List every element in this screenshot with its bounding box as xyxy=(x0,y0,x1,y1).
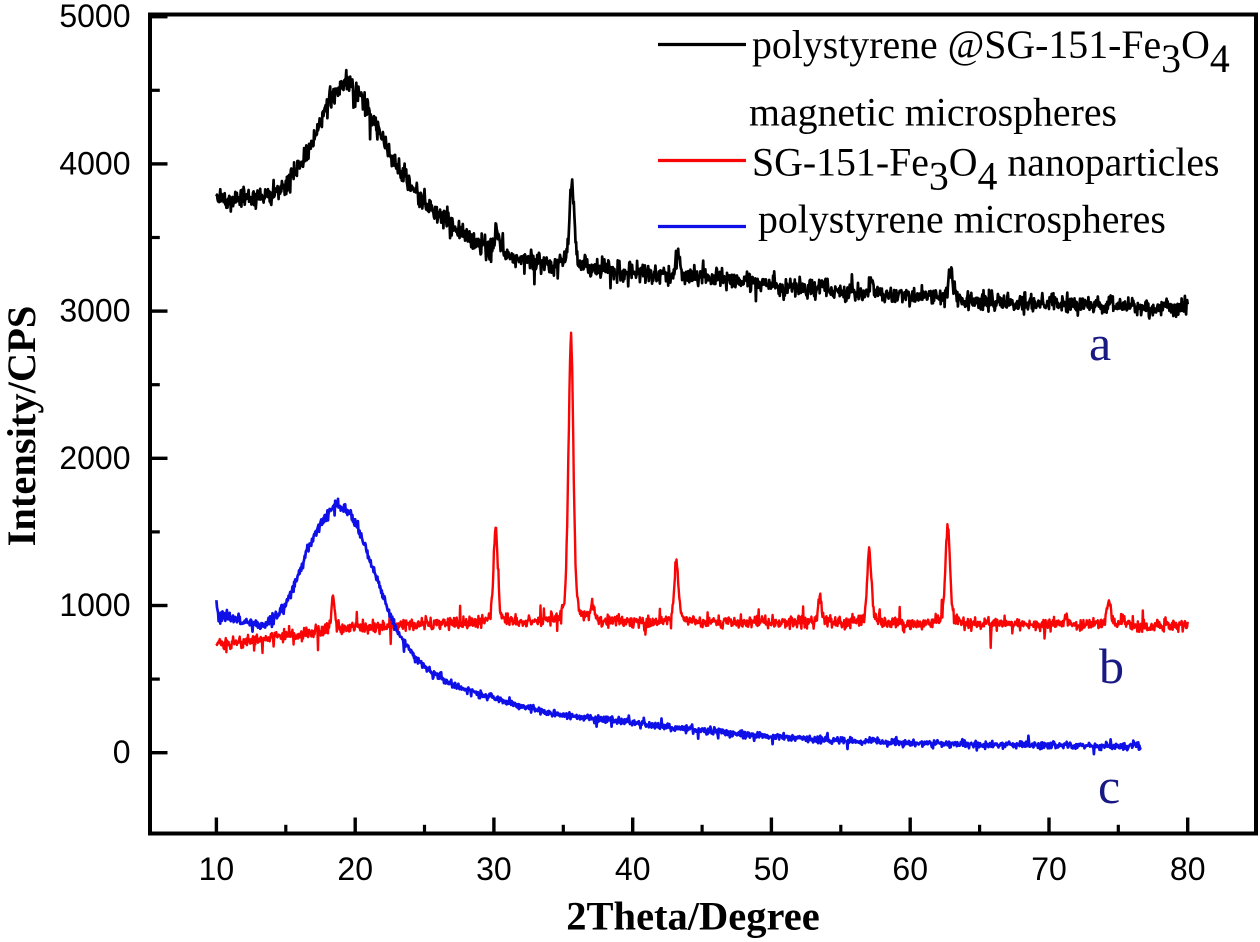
svg-text:magnetic microspheres: magnetic microspheres xyxy=(749,91,1117,135)
svg-text:40: 40 xyxy=(615,851,651,887)
svg-text:0: 0 xyxy=(113,734,131,770)
svg-text:polystyrene microspheres: polystyrene microspheres xyxy=(758,198,1166,242)
svg-text:30: 30 xyxy=(476,851,512,887)
svg-text:c: c xyxy=(1098,758,1120,814)
svg-text:2000: 2000 xyxy=(59,440,130,476)
svg-text:b: b xyxy=(1099,638,1124,694)
svg-text:4000: 4000 xyxy=(59,145,130,181)
svg-text:2Theta/Degree: 2Theta/Degree xyxy=(566,894,819,939)
svg-text:Intensity/CPS: Intensity/CPS xyxy=(0,306,44,547)
svg-text:3000: 3000 xyxy=(59,293,130,329)
svg-text:10: 10 xyxy=(199,851,235,887)
svg-text:50: 50 xyxy=(754,851,790,887)
svg-text:a: a xyxy=(1089,315,1111,371)
svg-text:80: 80 xyxy=(1170,851,1206,887)
svg-text:20: 20 xyxy=(337,851,373,887)
svg-text:60: 60 xyxy=(892,851,928,887)
svg-text:5000: 5000 xyxy=(59,0,130,34)
svg-text:1000: 1000 xyxy=(59,587,130,623)
svg-text:70: 70 xyxy=(1031,851,1067,887)
